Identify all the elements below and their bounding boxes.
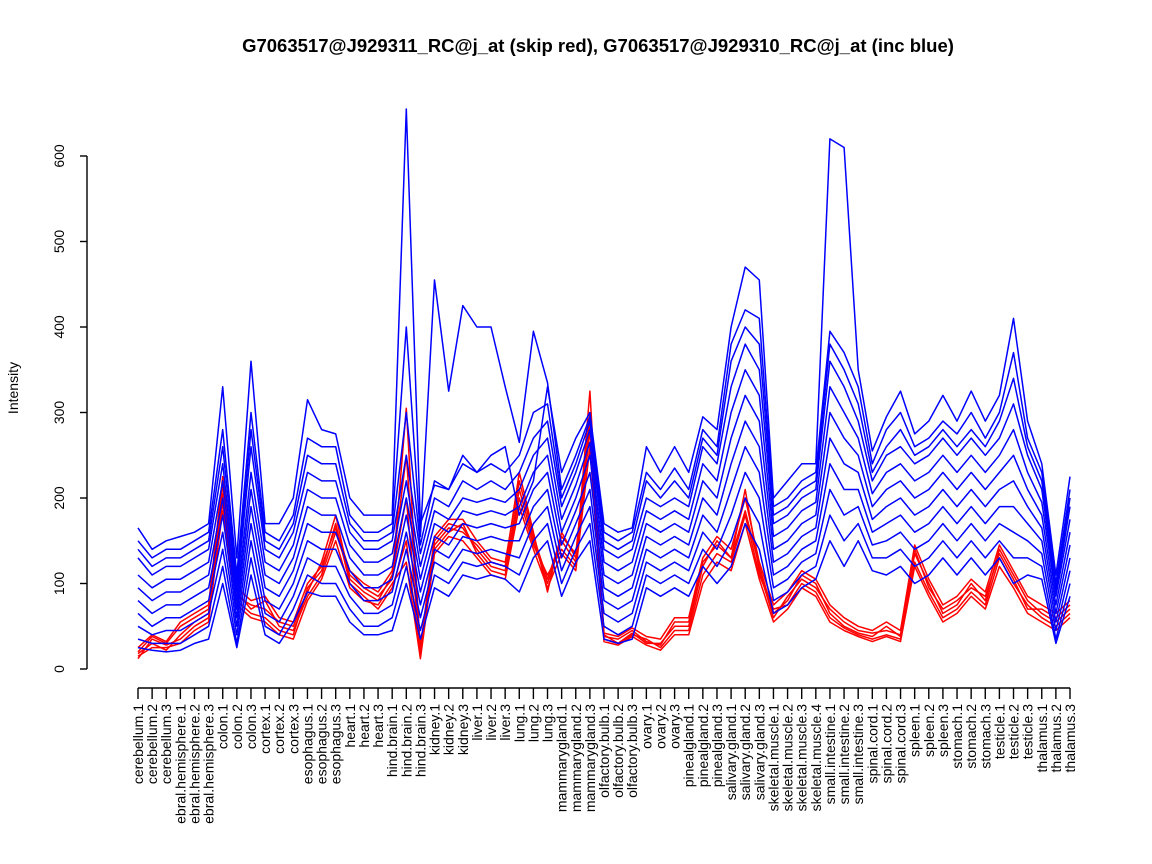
y-tick-label: 100	[51, 572, 67, 596]
x-tick-label: ovary.3	[667, 704, 683, 749]
series-line-15	[137, 497, 1071, 645]
x-tick-label: stomach.3	[977, 704, 993, 769]
x-tick-label: colon.2	[229, 704, 245, 749]
x-tick-label: spleen.1	[907, 704, 923, 757]
y-tick-label: 400	[51, 315, 67, 339]
x-tick-label: salivary.gland.2	[737, 704, 753, 800]
x-tick-label: cortex.3	[285, 704, 301, 754]
series-lines	[137, 108, 1071, 660]
x-tick-label: esophagus.2	[314, 704, 330, 784]
y-tick-label: 200	[51, 486, 67, 510]
series-line-13	[137, 445, 1071, 628]
y-tick-label: 0	[51, 665, 67, 673]
x-tick-label: pinealgland.3	[709, 704, 725, 788]
x-tick-label: colon.1	[215, 704, 231, 749]
x-tick-label: kidney.3	[455, 704, 471, 755]
x-tick-label: heart.2	[356, 704, 372, 748]
x-tick-label: ebral.hemisphere.1	[172, 704, 188, 824]
x-tick-label: stomach.1	[949, 704, 965, 769]
x-tick-label: lung.3	[540, 704, 556, 742]
series-line-7	[137, 279, 1071, 585]
x-tick-label: lung.1	[511, 704, 527, 742]
x-tick-label: mammarygland.2	[568, 704, 584, 812]
y-tick-label: 300	[51, 401, 67, 425]
x-tick-label: skeletal.muscle.2	[780, 704, 796, 812]
x-tick-label: thalamus.3	[1062, 704, 1078, 773]
x-tick-label: olfactory.bulb.2	[610, 704, 626, 798]
x-tick-label: cortex.1	[257, 704, 273, 754]
x-tick-label: hind.brain.1	[384, 704, 400, 777]
x-tick-label: olfactory.bulb.3	[624, 704, 640, 798]
x-tick-label: cortex.2	[271, 704, 287, 754]
x-tick-label: cerebellum.2	[144, 704, 160, 784]
y-axis-label: Intensity	[5, 362, 21, 414]
x-tick-label: kidney.2	[441, 704, 457, 755]
x-tick-label: hind.brain.2	[398, 704, 414, 777]
series-line-8	[137, 326, 1071, 589]
x-tick-label: cerebellum.1	[130, 704, 146, 784]
chart-title: G7063517@J929311_RC@j_at (skip red), G70…	[242, 35, 954, 56]
x-tick-label: small.intestine.2	[836, 704, 852, 805]
x-tick-label: cerebellum.3	[158, 704, 174, 784]
y-axis: 0 100 200 300 400 500 600	[51, 144, 88, 673]
series-line-14	[137, 471, 1071, 636]
x-tick-label: kidney.1	[427, 704, 443, 755]
x-tick-label: stomach.2	[963, 704, 979, 769]
x-tick-label: ebral.hemisphere.2	[186, 704, 202, 824]
series-line-6	[137, 108, 1071, 576]
x-tick-label: liver.3	[497, 704, 513, 741]
x-tick-label: ovary.1	[638, 704, 654, 749]
series-line-9	[137, 343, 1071, 593]
x-tick-label: salivary.gland.3	[751, 704, 767, 800]
x-tick-label: olfactory.bulb.1	[596, 704, 612, 798]
x-tick-label: testicle.3	[1020, 704, 1036, 759]
x-tick-label: ovary.2	[652, 704, 668, 749]
series-line-11	[137, 394, 1071, 610]
x-tick-label: pinealgland.1	[681, 704, 697, 788]
x-tick-label: esophagus.1	[299, 704, 315, 784]
x-tick-label: small.intestine.1	[822, 704, 838, 805]
x-tick-label: testicle.2	[1006, 704, 1022, 759]
x-tick-label: skeletal.muscle.4	[808, 704, 824, 812]
x-tick-label: heart.3	[370, 704, 386, 748]
x-tick-label: thalamus.1	[1034, 704, 1050, 773]
x-axis: cerebellum.1cerebellum.2cerebellum.3ebra…	[130, 687, 1078, 824]
y-tick-label: 500	[51, 230, 67, 254]
x-tick-label: spleen.3	[935, 704, 951, 757]
x-tick-label: lung.2	[525, 704, 541, 742]
x-tick-label: salivary.gland.1	[723, 704, 739, 800]
x-tick-label: spleen.2	[921, 704, 937, 757]
x-tick-label: thalamus.2	[1048, 704, 1064, 773]
x-tick-label: esophagus.3	[328, 704, 344, 784]
x-tick-label: hind.brain.3	[412, 704, 428, 777]
x-tick-label: ebral.hemisphere.3	[201, 704, 217, 824]
x-tick-label: liver.1	[469, 704, 485, 741]
x-tick-label: testicle.1	[991, 704, 1007, 759]
x-tick-label: mammarygland.3	[582, 704, 598, 812]
x-tick-label: small.intestine.3	[850, 704, 866, 805]
x-tick-label: spinal.cord.2	[878, 704, 894, 784]
x-tick-label: spinal.cord.1	[864, 704, 880, 784]
x-tick-label: skeletal.muscle.1	[765, 704, 781, 812]
x-tick-label: heart.1	[342, 704, 358, 748]
x-tick-label: pinealgland.2	[695, 704, 711, 788]
series-line-16	[137, 522, 1071, 653]
x-tick-label: skeletal.muscle.3	[794, 704, 810, 812]
x-tick-label: colon.3	[243, 704, 259, 749]
y-tick-label: 600	[51, 144, 67, 168]
x-tick-label: spinal.cord.3	[893, 704, 909, 784]
series-line-10	[137, 369, 1071, 602]
x-tick-label: mammarygland.1	[554, 704, 570, 812]
series-line-12	[137, 420, 1071, 619]
x-tick-label: liver.2	[483, 704, 499, 741]
